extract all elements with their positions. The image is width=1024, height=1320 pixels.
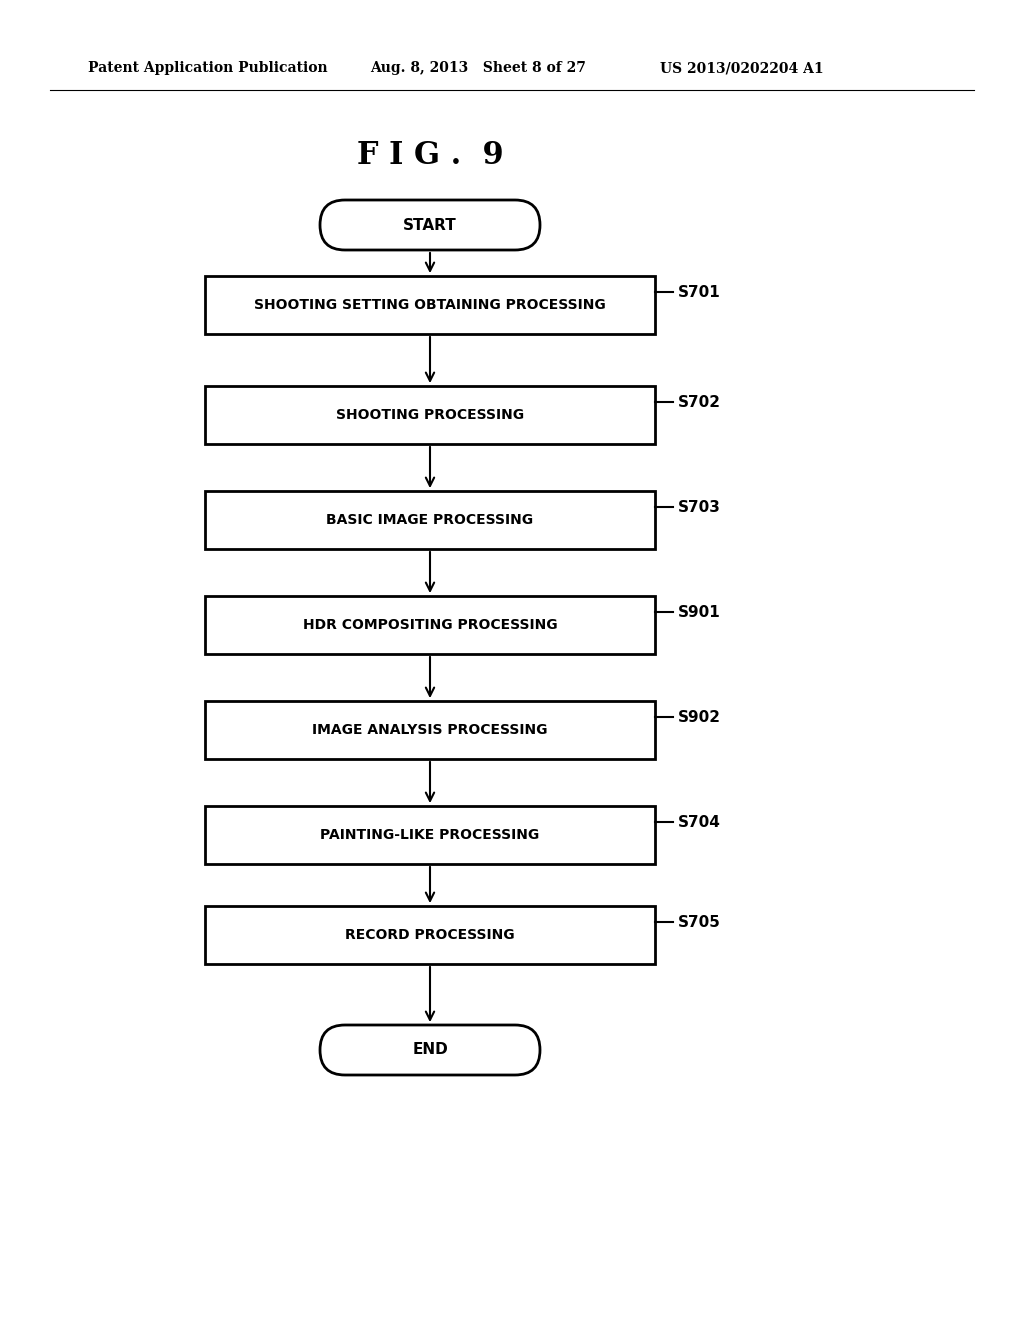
Text: S705: S705 xyxy=(678,915,721,929)
Bar xyxy=(205,491,655,549)
Text: Patent Application Publication: Patent Application Publication xyxy=(88,61,328,75)
Text: S901: S901 xyxy=(678,605,721,620)
FancyBboxPatch shape xyxy=(319,1026,540,1074)
Text: S902: S902 xyxy=(678,710,721,725)
Text: US 2013/0202204 A1: US 2013/0202204 A1 xyxy=(660,61,823,75)
Text: F I G .  9: F I G . 9 xyxy=(356,140,504,170)
FancyBboxPatch shape xyxy=(319,201,540,249)
Bar xyxy=(205,807,655,865)
Text: BASIC IMAGE PROCESSING: BASIC IMAGE PROCESSING xyxy=(327,513,534,527)
Bar xyxy=(205,276,655,334)
Bar xyxy=(205,385,655,444)
Text: HDR COMPOSITING PROCESSING: HDR COMPOSITING PROCESSING xyxy=(303,618,557,632)
Text: SHOOTING PROCESSING: SHOOTING PROCESSING xyxy=(336,408,524,422)
Text: END: END xyxy=(412,1043,447,1057)
Text: S702: S702 xyxy=(678,395,721,409)
Text: IMAGE ANALYSIS PROCESSING: IMAGE ANALYSIS PROCESSING xyxy=(312,723,548,737)
Text: RECORD PROCESSING: RECORD PROCESSING xyxy=(345,928,515,942)
Text: START: START xyxy=(403,218,457,232)
Text: S704: S704 xyxy=(678,814,721,830)
Bar xyxy=(205,906,655,964)
Text: PAINTING-LIKE PROCESSING: PAINTING-LIKE PROCESSING xyxy=(321,828,540,842)
Text: SHOOTING SETTING OBTAINING PROCESSING: SHOOTING SETTING OBTAINING PROCESSING xyxy=(254,298,606,312)
Bar xyxy=(205,597,655,653)
Text: S703: S703 xyxy=(678,500,721,515)
Bar xyxy=(205,701,655,759)
Text: S701: S701 xyxy=(678,285,721,300)
Text: Aug. 8, 2013   Sheet 8 of 27: Aug. 8, 2013 Sheet 8 of 27 xyxy=(370,61,586,75)
